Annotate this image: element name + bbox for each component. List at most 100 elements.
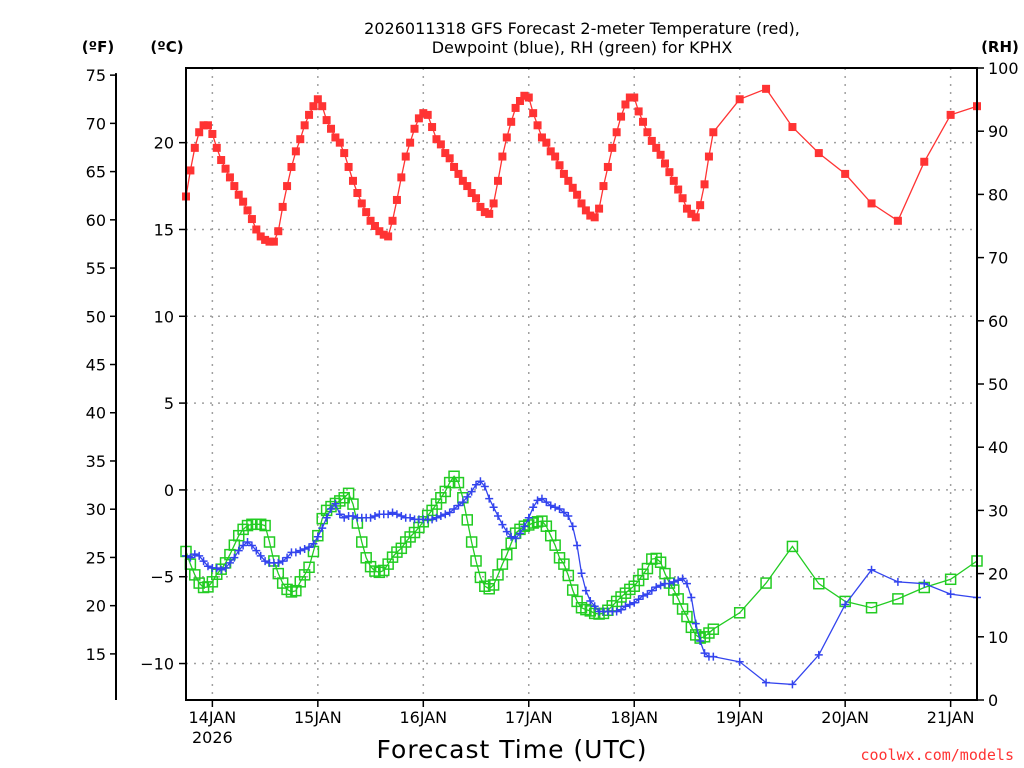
dewpoint-point [480,482,489,491]
fahrenheit-axis-label: (ºF) [82,38,114,56]
dewpoint-point [502,527,511,536]
temperature-point [190,143,199,152]
rh-tick-label: 90 [988,122,1008,141]
dewpoint-point [406,513,415,522]
temperature-point [867,199,876,208]
dewpoint-point [305,543,314,552]
dewpoint-point [709,652,718,661]
celsius-axis-label: (ºC) [150,38,183,56]
dewpoint-point [537,494,546,503]
dewpoint-point [762,678,771,687]
temperature-point [498,152,507,161]
temperature-point [515,96,524,105]
dewpoint-point [283,553,292,562]
temperature-point [946,110,955,119]
dewpoint-point [590,602,599,611]
temperature-point [581,206,590,215]
rh-series [180,470,983,644]
rh-tick-label: 100 [988,59,1019,78]
dewpoint-point [546,501,555,510]
temperature-point [704,152,713,161]
dewpoint-point [946,590,955,599]
rh-point [356,536,368,548]
temperature-point [239,197,248,206]
dewpoint-point [551,503,560,512]
fahrenheit-tick-label: 35 [86,452,106,471]
dewpoint-point [217,565,226,574]
rh-line [185,475,978,639]
dewpoint-point [230,553,239,562]
temperature-point [621,100,630,109]
temperature-point [291,147,300,156]
rh-point [566,584,579,596]
dewpoint-point [696,636,705,645]
dewpoint-point [366,513,375,522]
temperature-point [647,136,656,145]
fahrenheit-tick-label: 45 [86,356,106,375]
dewpoint-point [494,511,503,520]
series-layer [180,84,983,689]
dewpoint-point [621,602,630,611]
rh-point [733,607,746,619]
rh-point [549,539,561,551]
rh-point [347,498,359,510]
temperature-point [261,235,270,244]
dewpoint-point [296,546,305,555]
temperature-point [331,133,340,142]
chart-title-line2: Dewpoint (blue), RH (green) for KPHX [432,38,733,57]
temperature-point [300,121,309,130]
temperature-point [665,168,674,177]
temperature-point [612,128,621,137]
temperature-point [691,213,700,222]
temperature-point [480,208,489,217]
rh-point [892,593,904,605]
dewpoint-point [476,477,485,486]
dewpoint-point [199,557,208,566]
credit-link[interactable]: coolwx.com/models [860,746,1014,764]
dewpoint-point [643,590,652,599]
fahrenheit-tick-label: 50 [86,307,106,326]
dewpoint-point [261,557,270,566]
temperature-point [379,230,388,239]
temperature-point [458,176,467,185]
dewpoint-point [203,562,212,571]
dewpoint-point [243,538,252,546]
temperature-point [590,213,599,222]
temperature-point [419,109,428,118]
dewpoint-point [370,511,379,520]
celsius-tick-label: −10 [140,655,174,674]
celsius-tick-label: 0 [164,481,174,500]
dewpoint-point [256,551,265,560]
dewpoint-point [577,569,586,578]
dewpoint-point [432,513,441,522]
temperature-point [494,176,503,185]
temperature-point [678,194,687,203]
dewpoint-point [278,557,287,566]
rh-axis: 0 10 20 30 40 50 60 70 80 90 100 [977,59,1019,710]
temperature-point [643,128,652,137]
temperature-point [230,182,239,191]
temperature-point [348,176,357,185]
temperature-point [476,202,485,211]
dewpoint-point [221,564,230,573]
time-tick-label: 18JAN [610,708,658,727]
dewpoint-point [612,607,621,616]
dewpoint-point [195,551,204,560]
temperature-point [445,154,454,163]
rh-tick-label: 30 [988,501,1008,520]
dewpoint-point [682,579,691,588]
temperature-point [599,182,608,191]
dewpoint-point [436,511,445,520]
temperature-point [450,162,459,171]
dewpoint-point [428,515,437,524]
temperature-point [454,169,463,178]
dewpoint-point [920,579,929,588]
dewpoint-point [656,581,665,590]
fahrenheit-tick-label: 20 [86,597,106,616]
dewpoint-point [239,541,248,550]
dewpoint-point [388,508,397,517]
temperature-point [388,216,397,225]
temperature-point [423,110,432,119]
temperature-point [529,109,538,118]
dewpoint-point [225,558,234,567]
